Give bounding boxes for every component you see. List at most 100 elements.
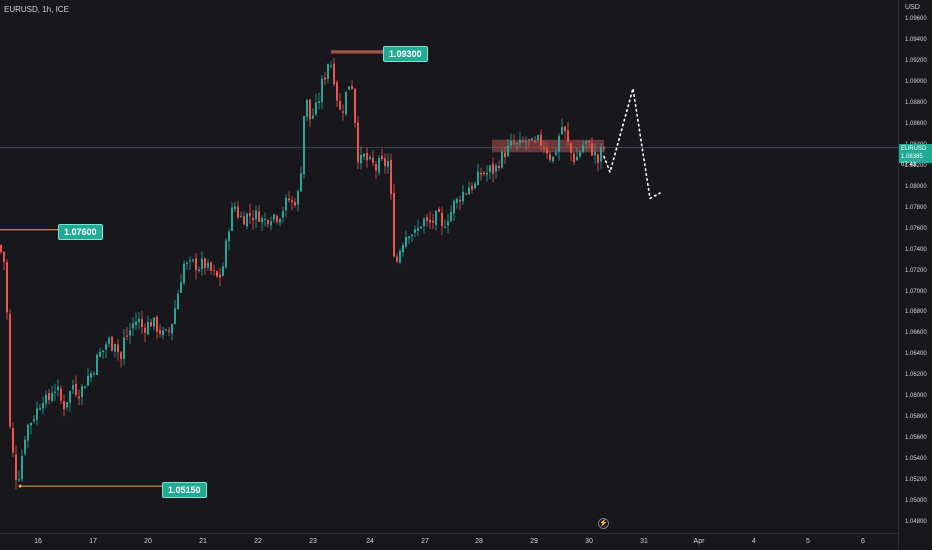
candle-body — [444, 226, 446, 228]
candle-body — [408, 236, 410, 239]
candle-body — [270, 221, 272, 226]
candle-body — [393, 192, 395, 257]
candle-body — [180, 282, 182, 293]
candle-body — [576, 156, 578, 161]
time-tick-label: 5 — [806, 538, 810, 545]
candle-body — [420, 226, 422, 229]
candle-body — [492, 163, 494, 174]
candle-body — [117, 344, 119, 352]
candle-body — [315, 102, 317, 115]
candle-body — [534, 140, 536, 142]
candle-body — [414, 229, 416, 233]
candle-body — [375, 164, 377, 171]
candle-body — [468, 187, 470, 195]
candle-body — [567, 130, 569, 143]
price-axis[interactable]: USD 1.09600 1.09400 1.09200 1.09000 1.08800 1… — [898, 0, 932, 550]
candle-body — [372, 157, 374, 163]
candle-body — [477, 171, 479, 186]
candle-body — [3, 251, 5, 262]
lightning-icon[interactable]: ⚡ — [598, 518, 609, 529]
candle-body — [87, 375, 89, 386]
price-tick-label: 1.08600 — [905, 121, 927, 128]
candle-body — [387, 160, 389, 167]
time-axis[interactable]: 16 17 20 21 22 23 24 27 28 29 30 31 Apr 4 5 6 — [0, 533, 898, 550]
candle-body — [456, 199, 458, 203]
candle-body — [330, 65, 332, 67]
candle-body — [183, 263, 185, 284]
candle-body — [546, 148, 548, 154]
candle-body — [417, 228, 419, 231]
candle-body — [144, 327, 146, 333]
candle-body — [114, 343, 116, 352]
candle-body — [513, 142, 515, 144]
candle-body — [84, 386, 86, 389]
candle-body — [216, 271, 218, 277]
time-tick-label: 4 — [752, 538, 756, 545]
candle-body — [438, 208, 440, 212]
candle-body — [510, 141, 512, 146]
low-price-tag[interactable]: 1.05150 — [162, 482, 207, 498]
current-price-symbol: EURUSD — [901, 146, 927, 152]
candle-body — [102, 350, 104, 353]
candle-body — [294, 202, 296, 206]
candle-body — [219, 274, 221, 278]
mid-price-tag[interactable]: 1.07600 — [58, 224, 103, 240]
time-tick-label: 21 — [199, 538, 207, 545]
candle-body — [312, 115, 314, 119]
price-tick-label: 1.06200 — [905, 372, 927, 379]
candle-body — [132, 323, 134, 329]
chart-area[interactable]: EURUSD, 1h, ICE 1.09300 1.07600 1.05150 … — [0, 0, 898, 533]
price-tick-label: 1.09000 — [905, 79, 927, 86]
candle-body — [600, 146, 602, 162]
candle-body — [363, 153, 365, 157]
candle-body — [285, 197, 287, 211]
candle-body — [291, 200, 293, 203]
candle-body — [321, 78, 323, 102]
candle-body — [48, 393, 50, 401]
candle-body — [54, 391, 56, 393]
symbol-title[interactable]: EURUSD, 1h, ICE — [4, 5, 69, 14]
time-tick-label: 28 — [475, 538, 483, 545]
candle-body — [498, 165, 500, 168]
candle-body — [570, 143, 572, 153]
candle-body — [429, 219, 431, 223]
candle-body — [81, 386, 83, 398]
candle-body — [237, 206, 239, 218]
candle-body — [603, 147, 605, 149]
price-tick-label: 1.06000 — [905, 393, 927, 400]
candle-body — [426, 217, 428, 221]
candle-body — [90, 373, 92, 378]
candle-body — [249, 212, 251, 216]
candle-body — [240, 216, 242, 218]
price-tick-label: 1.09600 — [905, 16, 927, 23]
candle-body — [585, 141, 587, 144]
price-tick-label: 1.07800 — [905, 204, 927, 211]
candle-body — [348, 86, 350, 90]
candle-body — [507, 145, 509, 157]
candle-body — [210, 262, 212, 271]
candle-body — [564, 126, 566, 132]
candle-body — [72, 385, 74, 390]
candle-body — [111, 336, 113, 351]
candle-body — [138, 318, 140, 323]
candle-body — [147, 321, 149, 335]
candle-body — [273, 214, 275, 220]
candle-body — [15, 454, 17, 481]
candle-body — [261, 218, 263, 223]
candle-body — [204, 258, 206, 269]
candle-body — [135, 321, 137, 326]
high-price-tag[interactable]: 1.09300 — [383, 46, 428, 62]
price-tick-label: 1.07400 — [905, 246, 927, 253]
candle-body — [189, 260, 191, 262]
candle-body — [552, 156, 554, 162]
candle-body — [222, 266, 224, 276]
price-chart[interactable] — [0, 0, 898, 533]
candle-body — [474, 183, 476, 189]
candle-body — [318, 101, 320, 103]
candle-body — [66, 402, 68, 408]
candle-body — [213, 269, 215, 271]
time-tick-label: 23 — [309, 538, 317, 545]
candle-body — [234, 206, 236, 209]
candle-body — [549, 154, 551, 160]
candle-body — [192, 259, 194, 261]
